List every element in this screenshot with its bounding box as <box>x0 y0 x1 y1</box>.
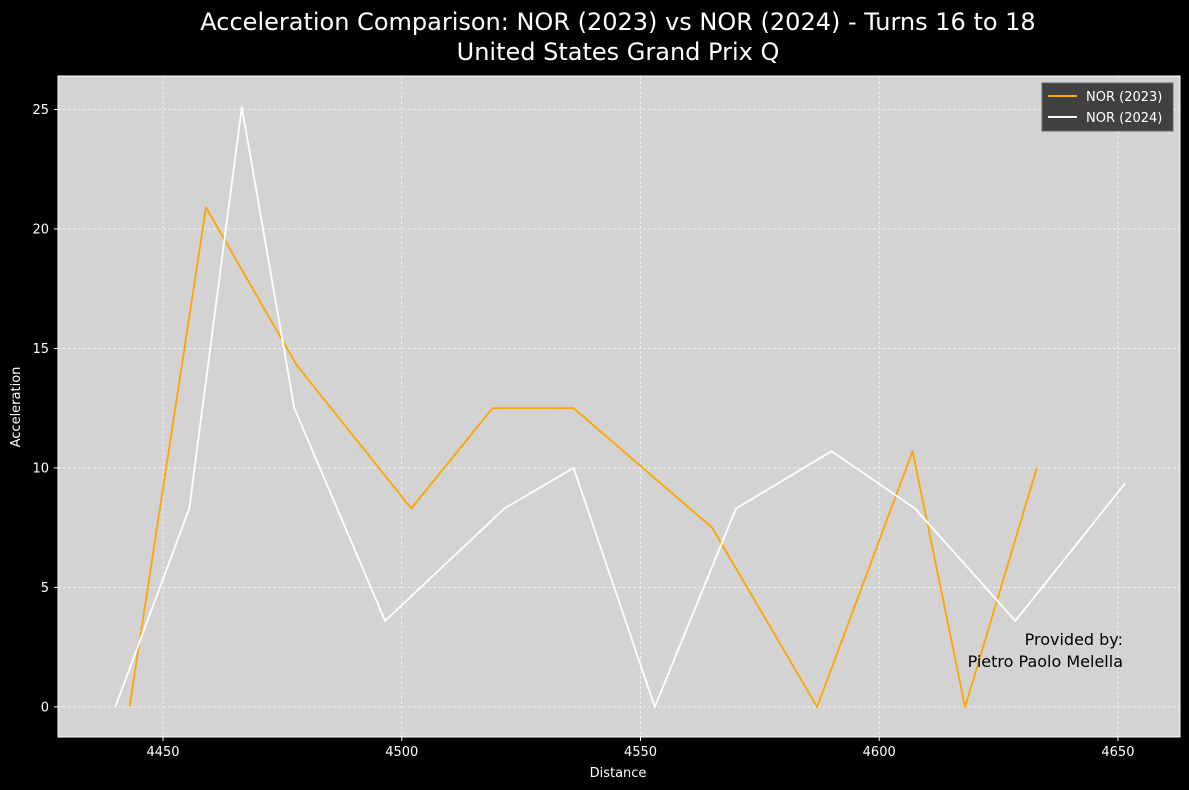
y-tick-label: 0 <box>41 700 49 715</box>
x-axis-label: Distance <box>590 766 647 781</box>
x-tick-label: 4500 <box>385 745 418 760</box>
axes: 4450 4500 4550 4600 4650 0 5 10 15 20 25 <box>32 75 1181 760</box>
x-tick-label: 4550 <box>624 745 657 760</box>
series-line-nor-2024 <box>114 106 1126 708</box>
x-tick-label: 4600 <box>863 745 896 760</box>
series-line-nor-2023 <box>128 206 1038 708</box>
y-tick-label: 5 <box>41 581 49 596</box>
legend-label-nor-2024: NOR (2024) <box>1086 111 1162 126</box>
y-tick-label: 20 <box>32 222 49 237</box>
y-tick-label: 10 <box>32 461 49 476</box>
y-tick-label: 15 <box>32 342 49 357</box>
annotation-line-1: Provided by: <box>1025 630 1123 649</box>
x-tick-label: 4450 <box>146 745 179 760</box>
legend: NOR (2023) NOR (2024) <box>1041 82 1174 132</box>
chart-subtitle: United States Grand Prix Q <box>457 38 780 66</box>
legend-box <box>1041 82 1174 132</box>
y-tick-label: 25 <box>32 103 49 118</box>
plot-area <box>58 76 1180 737</box>
annotation-line-2: Pietro Paolo Melella <box>968 652 1123 671</box>
y-axis-label: Acceleration <box>9 367 24 448</box>
chart-title: Acceleration Comparison: NOR (2023) vs N… <box>200 8 1035 36</box>
plot-frame <box>57 75 1181 738</box>
series-group <box>114 106 1126 708</box>
grid <box>58 76 1180 737</box>
legend-label-nor-2023: NOR (2023) <box>1086 90 1162 105</box>
x-tick-label: 4650 <box>1101 745 1134 760</box>
